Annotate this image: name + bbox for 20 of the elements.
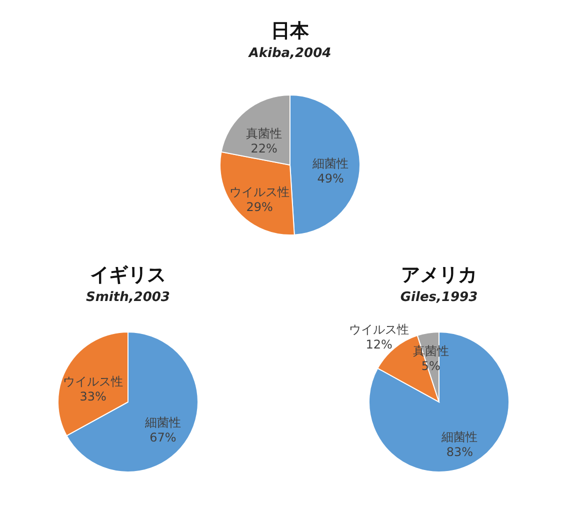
- chart-subtitle: Akiba,2004: [248, 46, 332, 61]
- slice-label: ウイルス性: [349, 322, 410, 337]
- slice-label: 細菌性: [144, 416, 181, 430]
- slice-label: 真菌性: [246, 126, 282, 141]
- chart-title: アメリカ: [401, 264, 477, 286]
- data-label: 67%: [150, 430, 176, 445]
- slice-label: ウイルス性: [230, 184, 290, 199]
- chart-subtitle: Smith,2003: [86, 290, 170, 305]
- slice-label: ウイルス性: [63, 374, 124, 388]
- data-label: 33%: [80, 389, 106, 404]
- data-label: 49%: [317, 172, 344, 186]
- chart-title: 日本: [271, 20, 310, 42]
- slice-label: 細菌性: [312, 156, 349, 171]
- chart-title: イギリス: [90, 264, 166, 286]
- data-label: 83%: [446, 444, 474, 459]
- slice-label: 細菌性: [440, 430, 478, 444]
- chart-subtitle: Giles,1993: [400, 290, 478, 305]
- data-label: 22%: [250, 142, 278, 156]
- data-label: 29%: [246, 200, 273, 214]
- data-label: 12%: [366, 338, 392, 352]
